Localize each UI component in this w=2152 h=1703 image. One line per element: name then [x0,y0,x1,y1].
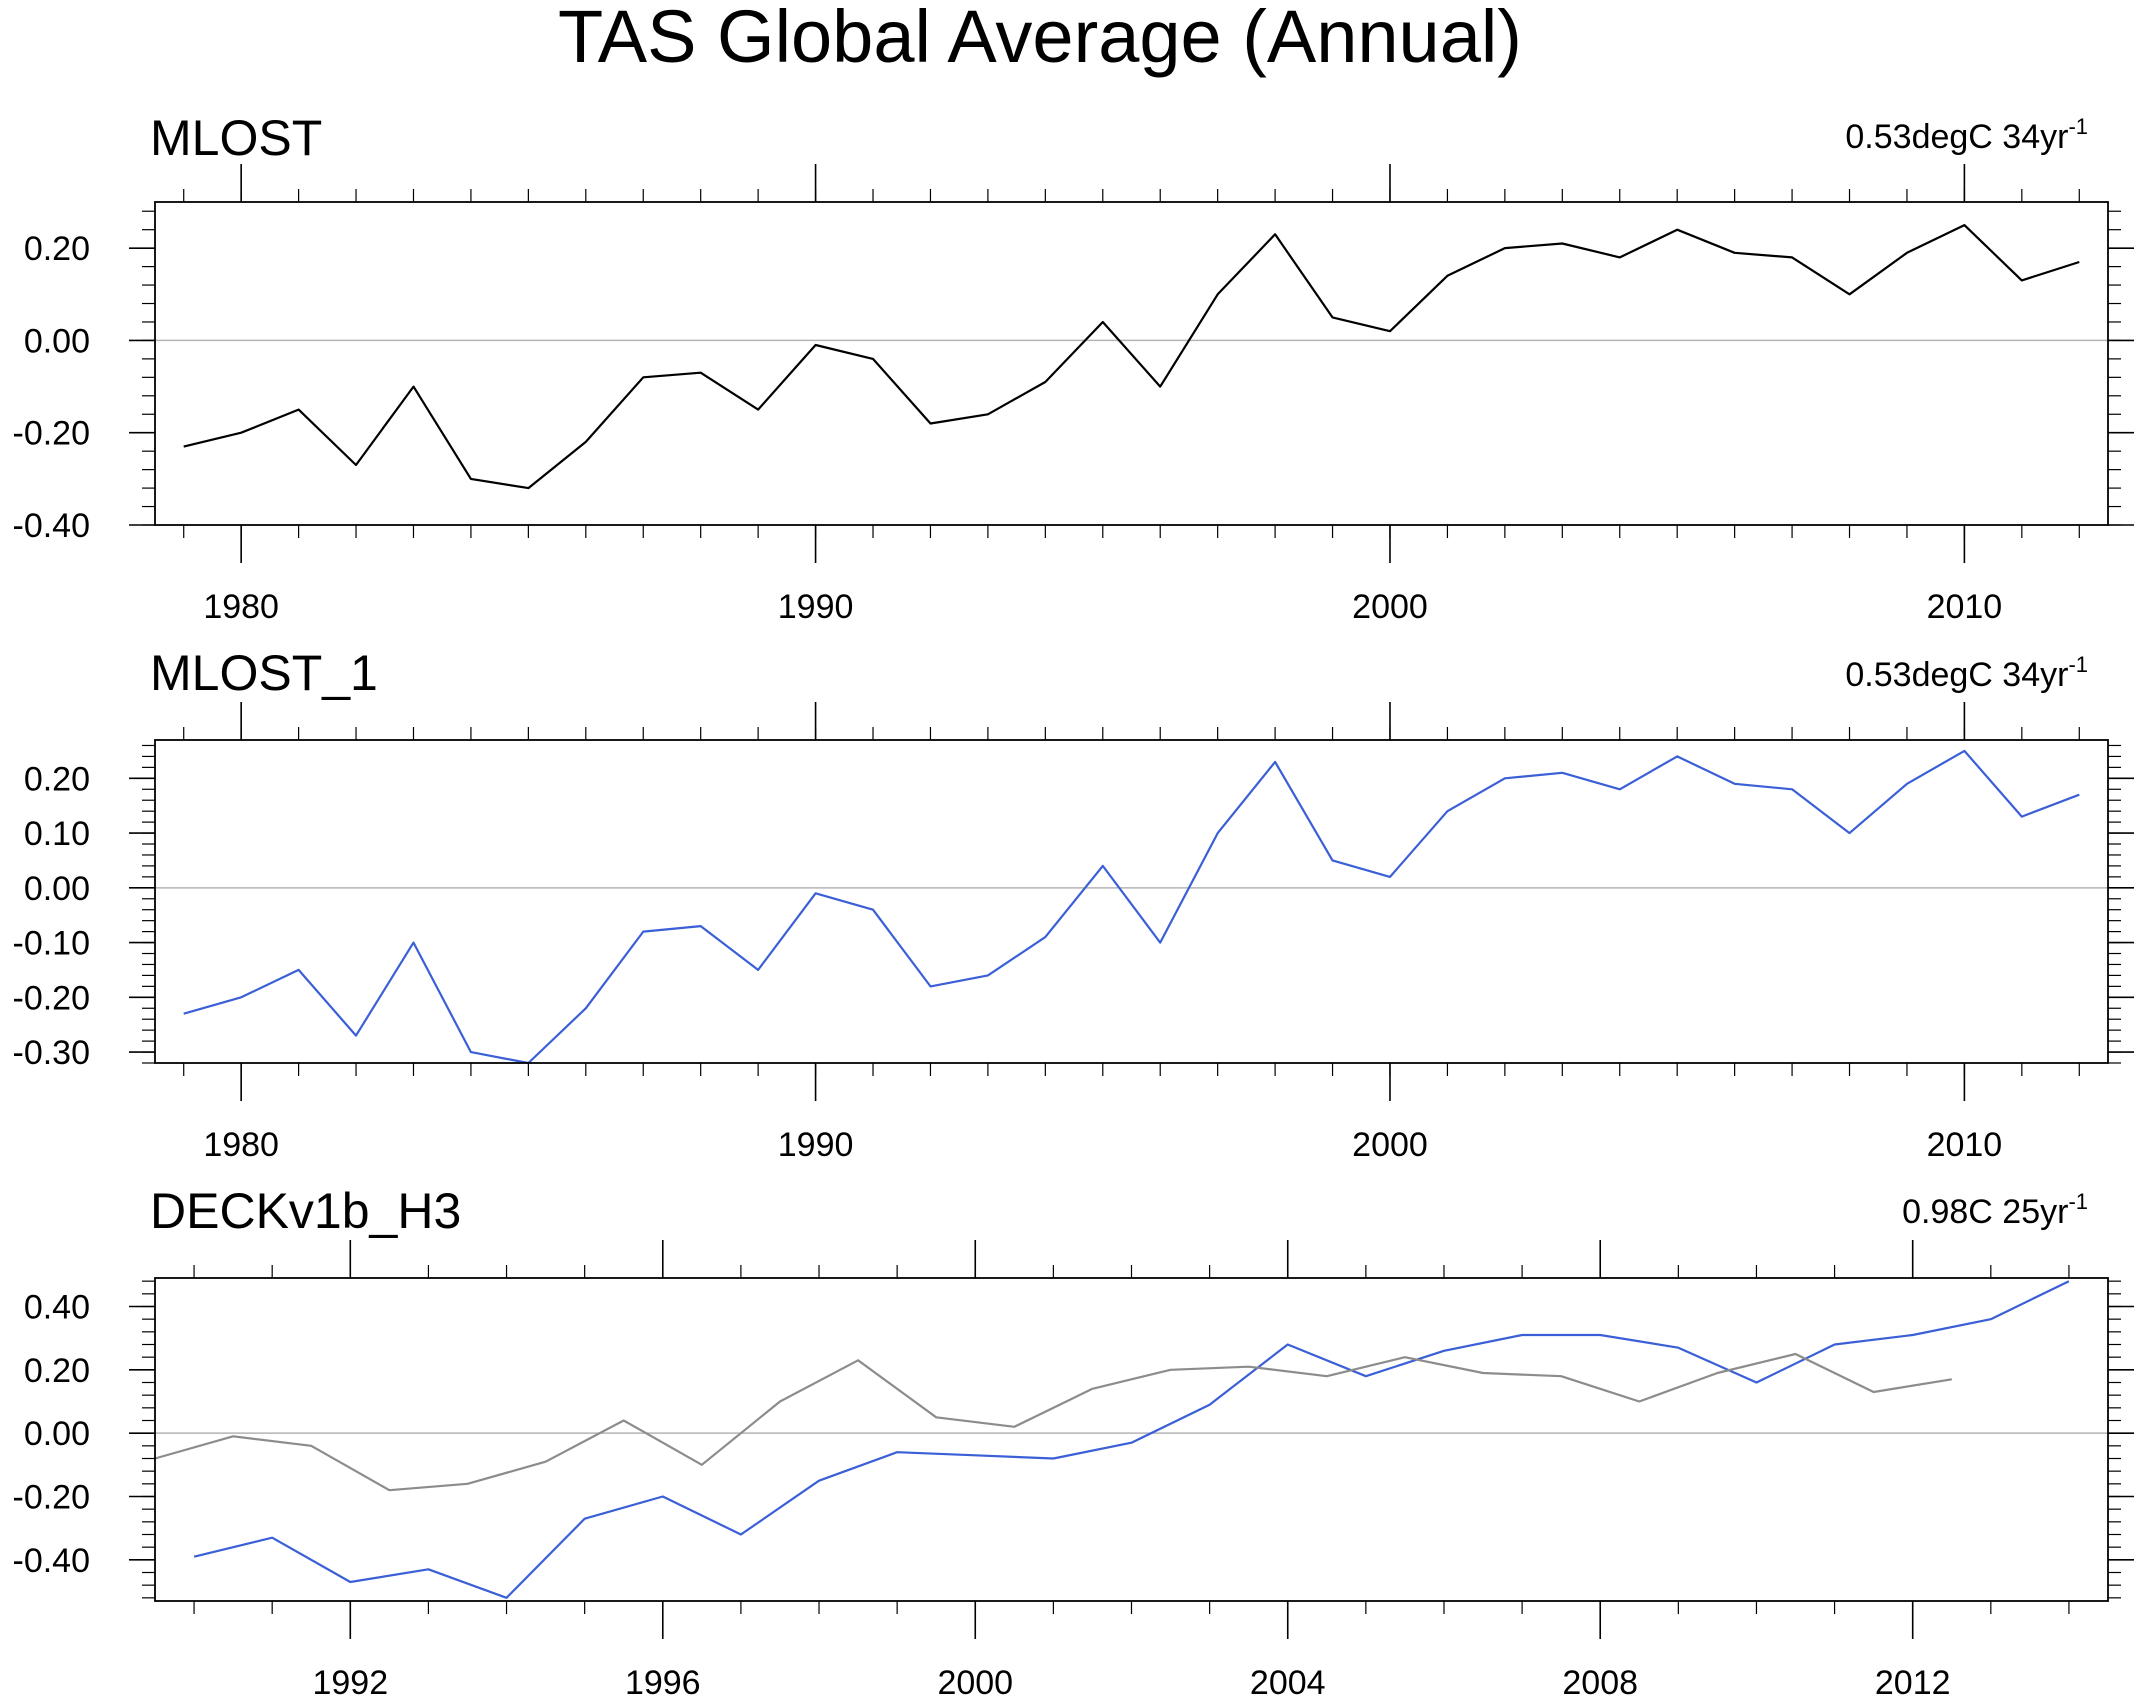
trend-label: 0.98C 25yr-1 [1902,1189,2088,1231]
y-tick-label: 0.10 [24,815,90,853]
x-tick-label: 2004 [1250,1664,1326,1702]
y-tick-label: 0.20 [24,230,90,268]
y-tick-label: 0.20 [24,1352,90,1390]
panel-deckv1b-h3: DECKv1b_H3 0.98C 25yr-1 -0.40 -0.20 0.00 0.… [13,1183,2134,1702]
plot-area: -0.40 -0.20 0.00 0.20 1980 1990 2000 2010 [13,164,2134,626]
x-tick-label: 1980 [203,588,279,626]
plot-area: -0.40 -0.20 0.00 0.20 0.40 1992 1996 2000 2004 20… [13,1240,2134,1702]
series-line [183,224,2080,490]
figure-title: TAS Global Average (Annual) [558,0,1522,78]
y-tick-label: -0.10 [13,925,91,963]
x-tick-label: 2000 [1352,588,1428,626]
y-tick-label: 0.20 [24,760,90,798]
plot-frame [154,739,2109,1064]
x-tick-label: 2008 [1562,1664,1638,1702]
x-tick-label: 1990 [778,588,854,626]
plot-area: -0.30 -0.20 -0.10 0.00 0.10 0.20 1980 1990 2000 2… [13,702,2134,1164]
series-line [193,1280,2070,1599]
panel-mlost-1: MLOST_1 0.53degC 34yr-1 -0.30 -0.20 -0.10 0… [13,645,2134,1164]
y-tick-label: -0.20 [13,979,91,1017]
plot-frame [154,1277,2109,1602]
x-tick-label: 2000 [937,1664,1013,1702]
x-tick-label: 2012 [1875,1664,1951,1702]
series-line [154,1352,1952,1492]
y-tick-label: -0.20 [13,415,91,453]
y-tick-label: -0.40 [13,1542,91,1580]
x-tick-label: 1996 [625,1664,701,1702]
x-tick-label: 2000 [1352,1126,1428,1164]
y-tick-label: -0.20 [13,1479,91,1517]
panel-name: DECKv1b_H3 [150,1183,461,1239]
panel-name: MLOST_1 [150,645,378,701]
x-tick-label: 1992 [312,1664,388,1702]
y-tick-label: 0.40 [24,1289,90,1327]
x-tick-label: 1980 [203,1126,279,1164]
y-tick-label: -0.40 [13,507,91,545]
panel-mlost: MLOST 0.53degC 34yr-1 -0.40 -0.20 0.00 0.20… [13,110,2134,626]
panel-name: MLOST [150,110,322,166]
x-tick-label: 2010 [1927,588,2003,626]
y-tick-label: 0.00 [24,322,90,360]
y-tick-label: -0.30 [13,1034,91,1072]
trend-label: 0.53degC 34yr-1 [1845,652,2088,694]
trend-label: 0.53degC 34yr-1 [1845,114,2088,156]
y-tick-label: 0.00 [24,1415,90,1453]
plot-frame [154,201,2109,526]
series-line [183,749,2080,1065]
x-tick-label: 1990 [778,1126,854,1164]
y-tick-label: 0.00 [24,870,90,908]
x-tick-label: 2010 [1927,1126,2003,1164]
